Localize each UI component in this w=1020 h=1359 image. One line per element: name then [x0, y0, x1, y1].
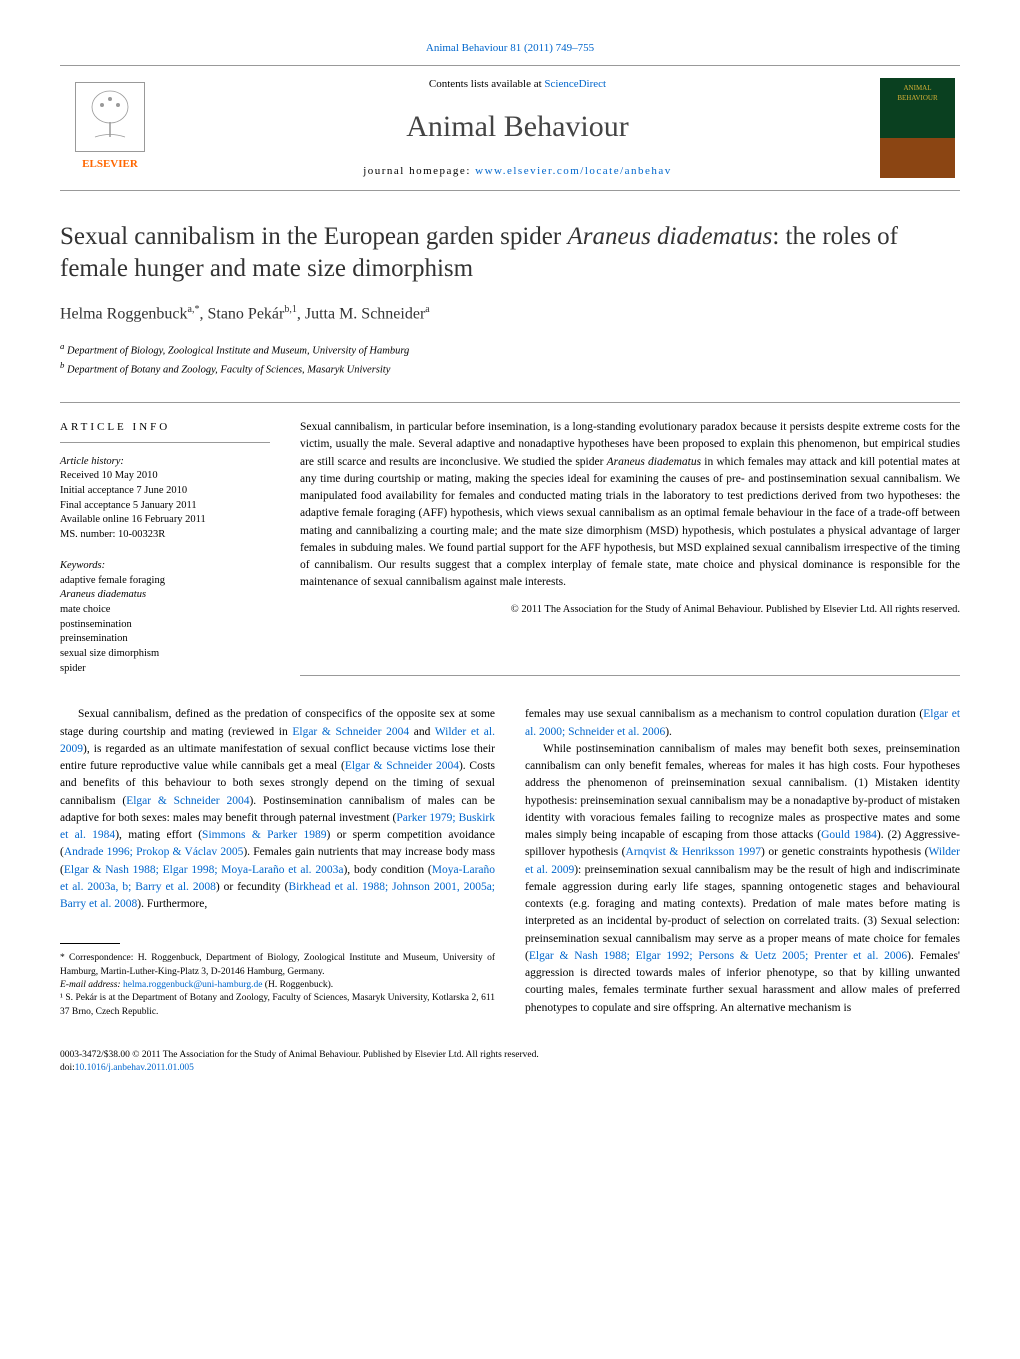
footnote-separator [60, 943, 120, 944]
issn-copyright: 0003-3472/$38.00 © 2011 The Association … [60, 1049, 960, 1062]
bottom-line: 0003-3472/$38.00 © 2011 The Association … [60, 1049, 960, 1076]
abstract-text-2: in which females may attack and kill pot… [300, 456, 960, 589]
author-3-sup: a [425, 304, 429, 315]
body-column-left: Sexual cannibalism, defined as the preda… [60, 706, 495, 1018]
ref-link[interactable]: Elgar & Nash 1988; Elgar 1998; Moya-Lara… [64, 864, 344, 876]
keyword-7: spider [60, 662, 270, 677]
keywords: Keywords: adaptive female foraging Arane… [60, 559, 270, 677]
article-info: ARTICLE INFO Article history: Received 1… [60, 419, 270, 676]
doi-link[interactable]: 10.1016/j.anbehav.2011.01.005 [75, 1063, 194, 1073]
footnotes: * Correspondence: H. Roggenbuck, Departm… [60, 952, 495, 1018]
author-2: , Stano Pekár [199, 305, 284, 322]
abstract-species: Araneus diadematus [607, 456, 702, 468]
elsevier-label: ELSEVIER [82, 156, 138, 173]
citation-link[interactable]: Animal Behaviour 81 (2011) 749–755 [426, 42, 594, 54]
footnote-email: E-mail address: helma.roggenbuck@uni-ham… [60, 979, 495, 992]
homepage-link[interactable]: www.elsevier.com/locate/anbehav [475, 165, 672, 177]
affiliations: a Department of Biology, Zoological Inst… [60, 340, 960, 378]
ref-link[interactable]: Elgar & Schneider 2004 [345, 760, 459, 772]
cover-thumb-title: ANIMAL BEHAVIOUR [885, 83, 950, 104]
ref-link[interactable]: Arnqvist & Henriksson 1997 [626, 846, 761, 858]
info-abstract-section: ARTICLE INFO Article history: Received 1… [60, 402, 960, 676]
history-label: Article history: [60, 455, 270, 470]
ref-link[interactable]: Elgar & Schneider 2004 [126, 795, 249, 807]
keyword-6: sexual size dimorphism [60, 647, 270, 662]
email-link[interactable]: helma.roggenbuck@uni-hamburg.de [123, 980, 262, 990]
keyword-4: postinsemination [60, 618, 270, 633]
authors-line: Helma Roggenbucka,*, Stano Pekárb,1, Jut… [60, 302, 960, 326]
title-prefix: Sexual cannibalism in the European garde… [60, 223, 567, 250]
sciencedirect-link[interactable]: ScienceDirect [544, 78, 606, 90]
journal-cover-thumb[interactable]: ANIMAL BEHAVIOUR [880, 78, 955, 178]
citation-header: Animal Behaviour 81 (2011) 749–755 [60, 40, 960, 57]
ref-link[interactable]: Andrade 1996; Prokop & Václav 2005 [64, 846, 243, 858]
ref-link[interactable]: Elgar & Schneider 2004 [292, 726, 409, 738]
keywords-label: Keywords: [60, 559, 270, 574]
article-history: Article history: Received 10 May 2010 In… [60, 455, 270, 543]
history-ms: MS. number: 10-00323R [60, 528, 270, 543]
author-1: Helma Roggenbuck [60, 305, 188, 322]
keyword-2: Araneus diadematus [60, 588, 270, 603]
ref-link[interactable]: Elgar & Nash 1988; Elgar 1992; Persons &… [529, 950, 907, 962]
elsevier-tree-icon [75, 82, 145, 152]
contents-lists-line: Contents lists available at ScienceDirec… [155, 76, 880, 93]
journal-banner: ELSEVIER Contents lists available at Sci… [60, 65, 960, 191]
ref-link[interactable]: Gould 1984 [821, 829, 877, 841]
contents-prefix: Contents lists available at [429, 78, 544, 90]
keyword-5: preinsemination [60, 632, 270, 647]
article-title: Sexual cannibalism in the European garde… [60, 221, 960, 286]
author-2-sup: b,1 [284, 304, 297, 315]
footnote-1: ¹ S. Pekár is at the Department of Botan… [60, 992, 495, 1019]
journal-center: Contents lists available at ScienceDirec… [155, 76, 880, 180]
affiliation-b: b Department of Botany and Zoology, Facu… [60, 359, 960, 378]
body-column-right: females may use sexual cannibalism as a … [525, 706, 960, 1018]
abstract: Sexual cannibalism, in particular before… [300, 419, 960, 676]
history-initial: Initial acceptance 7 June 2010 [60, 484, 270, 499]
history-received: Received 10 May 2010 [60, 469, 270, 484]
keyword-1: adaptive female foraging [60, 574, 270, 589]
author-3: , Jutta M. Schneider [297, 305, 425, 322]
journal-homepage-line: journal homepage: www.elsevier.com/locat… [155, 163, 880, 180]
keyword-3: mate choice [60, 603, 270, 618]
history-final: Final acceptance 5 January 2011 [60, 499, 270, 514]
body-paragraph-3: While postinsemination cannibalism of ma… [525, 741, 960, 1017]
body-paragraph-2: females may use sexual cannibalism as a … [525, 706, 960, 741]
homepage-prefix: journal homepage: [363, 165, 475, 177]
abstract-copyright: © 2011 The Association for the Study of … [300, 602, 960, 618]
footnote-correspondence: * Correspondence: H. Roggenbuck, Departm… [60, 952, 495, 979]
journal-name: Animal Behaviour [155, 104, 880, 149]
title-species: Araneus diadematus [567, 223, 772, 250]
body-columns: Sexual cannibalism, defined as the preda… [60, 706, 960, 1018]
affiliation-a: a Department of Biology, Zoological Inst… [60, 340, 960, 359]
doi-line: doi:10.1016/j.anbehav.2011.01.005 [60, 1062, 960, 1075]
author-1-sup: a,* [188, 304, 200, 315]
body-paragraph-1: Sexual cannibalism, defined as the preda… [60, 706, 495, 913]
elsevier-logo[interactable]: ELSEVIER [65, 78, 155, 178]
article-info-heading: ARTICLE INFO [60, 419, 270, 443]
history-online: Available online 16 February 2011 [60, 513, 270, 528]
ref-link[interactable]: Simmons & Parker 1989 [202, 829, 326, 841]
